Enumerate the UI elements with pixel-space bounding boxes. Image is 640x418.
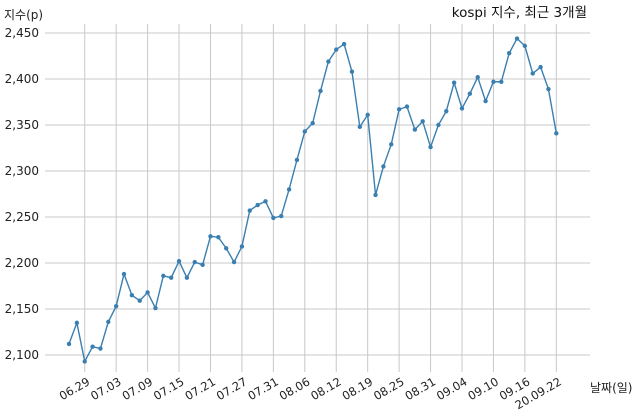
x-tick-label: 07.21: [182, 374, 218, 403]
data-point: [263, 199, 268, 204]
data-point: [491, 79, 496, 84]
data-point: [459, 106, 465, 111]
data-point: [318, 88, 323, 94]
data-point: [412, 127, 418, 132]
data-point: [176, 258, 182, 264]
data-point: [161, 273, 166, 279]
data-point: [396, 107, 402, 112]
data-point: [168, 275, 174, 280]
data-point: [341, 41, 347, 47]
x-tick-label: 08.12: [308, 374, 344, 403]
data-point: [153, 305, 158, 311]
data-point: [389, 142, 394, 147]
data-point: [514, 36, 520, 41]
data-point: [216, 235, 221, 240]
data-point: [373, 192, 378, 198]
data-point: [113, 304, 119, 309]
y-tick-label: 2,350: [5, 118, 39, 132]
data-point: [326, 59, 331, 64]
data-point: [302, 129, 307, 134]
data-point: [121, 271, 127, 277]
data-point: [420, 119, 425, 124]
x-tick-label: 09.04: [434, 374, 470, 403]
data-point: [404, 104, 410, 109]
x-tick-label: 06.29: [57, 374, 93, 403]
y-tick-label: 2,150: [5, 302, 39, 316]
data-point: [74, 320, 80, 325]
y-tick-label: 2,400: [5, 72, 39, 86]
data-point: [279, 213, 284, 219]
x-tick-label: 08.31: [403, 374, 439, 403]
series-line: [68, 37, 558, 364]
y-tick-label: 2,450: [5, 26, 39, 40]
y-tick-label: 2,200: [5, 256, 39, 270]
x-tick-label: 07.31: [245, 374, 281, 403]
x-tick-label: 08.25: [371, 374, 407, 403]
data-point: [224, 246, 229, 251]
series-kospi: [66, 36, 559, 364]
data-point: [247, 208, 252, 213]
data-point: [286, 187, 292, 192]
x-tick-label: 07.27: [214, 374, 250, 403]
data-point: [294, 157, 300, 163]
chart-title: kospi 지수, 최근 3개월: [452, 5, 587, 21]
data-point: [82, 359, 87, 364]
data-point: [231, 259, 237, 265]
x-tick-label: 08.19: [340, 374, 376, 403]
data-point: [310, 120, 315, 126]
x-tick-label: 07.09: [120, 374, 156, 403]
data-point: [451, 80, 457, 85]
data-point: [365, 112, 370, 118]
data-point: [192, 259, 197, 265]
x-tick-label: 08.06: [277, 374, 313, 403]
data-point: [546, 86, 551, 92]
data-point: [538, 64, 543, 70]
y-tick-label: 2,250: [5, 210, 39, 224]
x-axis-ticks: 06.2907.0307.0907.1507.2107.2707.3108.06…: [57, 374, 564, 412]
data-point: [483, 98, 488, 104]
data-point: [554, 131, 559, 136]
data-point: [475, 74, 480, 80]
data-point: [349, 69, 355, 74]
data-point: [522, 43, 528, 49]
data-point: [334, 47, 339, 52]
data-point: [90, 344, 95, 349]
data-point: [208, 234, 213, 239]
data-point: [506, 51, 512, 56]
data-point: [137, 298, 142, 303]
data-point: [499, 79, 504, 84]
y-tick-label: 2,300: [5, 164, 39, 178]
x-tick-label: 09.10: [465, 374, 501, 403]
data-point: [255, 202, 260, 208]
x-tick-label: 07.15: [151, 374, 187, 403]
data-point: [467, 91, 473, 96]
data-point: [428, 144, 433, 150]
data-point: [357, 124, 363, 130]
data-point: [200, 262, 205, 268]
data-point: [66, 341, 72, 347]
data-point: [436, 122, 441, 128]
data-point: [381, 164, 386, 169]
y-axis-ticks: 2,100 2,150 2,200 2,250 2,300 2,350 2,400 2,450: [5, 26, 39, 362]
x-axis-label: 날짜(일): [590, 381, 632, 395]
data-point: [271, 215, 276, 221]
y-tick-label: 2,100: [5, 348, 39, 362]
grid-lines: [45, 24, 590, 372]
data-point: [129, 293, 135, 298]
data-point: [106, 319, 111, 325]
data-point: [239, 244, 245, 249]
y-axis-label: 지수(p): [4, 8, 43, 22]
x-tick-label: 07.03: [88, 374, 124, 403]
data-point: [145, 290, 150, 295]
data-point: [98, 346, 103, 351]
data-point: [444, 109, 449, 114]
data-point: [184, 275, 190, 280]
data-point: [530, 71, 535, 76]
